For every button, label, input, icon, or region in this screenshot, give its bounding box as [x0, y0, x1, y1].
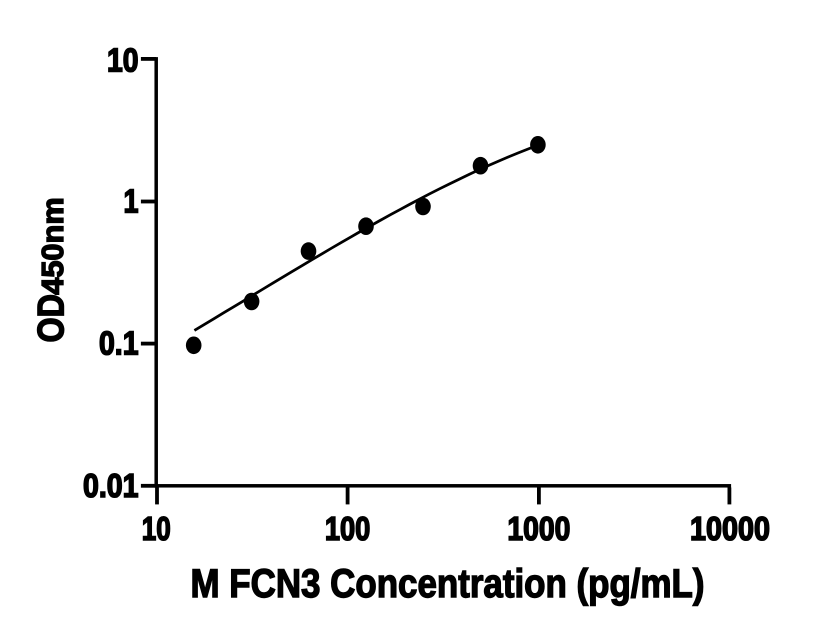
svg-text:10000: 10000: [690, 510, 770, 547]
svg-text:M FCN3 Concentration (pg/mL): M FCN3 Concentration (pg/mL): [191, 561, 705, 606]
svg-text:450nm: 450nm: [36, 197, 70, 295]
svg-text:10: 10: [107, 42, 139, 79]
svg-text:0.1: 0.1: [99, 325, 139, 362]
svg-text:1: 1: [124, 183, 139, 220]
svg-text:OD: OD: [30, 294, 71, 343]
svg-text:0.01: 0.01: [83, 467, 139, 504]
svg-text:100: 100: [325, 510, 371, 547]
svg-text:1000: 1000: [507, 510, 570, 547]
svg-text:10: 10: [142, 510, 171, 547]
